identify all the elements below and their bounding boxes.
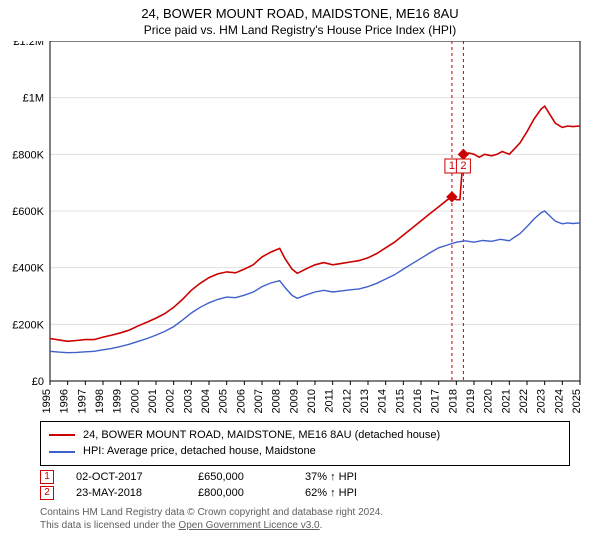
svg-text:1999: 1999 [112,389,124,413]
svg-text:2006: 2006 [235,389,247,413]
svg-text:£200K: £200K [12,319,44,331]
svg-text:2002: 2002 [165,389,177,413]
svg-text:2005: 2005 [218,389,230,413]
sale-row: 2 23-MAY-2018 £800,000 62% ↑ HPI [40,486,570,500]
svg-text:1996: 1996 [59,389,71,413]
sale-marker-num: 1 [44,471,50,482]
sale-marker-box: 2 [40,486,54,500]
svg-text:£600K: £600K [12,206,44,218]
svg-text:2014: 2014 [377,389,389,413]
svg-text:2013: 2013 [359,389,371,413]
footer-text: . [320,520,323,531]
sale-hpi-delta: 62% ↑ HPI [305,487,357,499]
svg-text:£0: £0 [32,376,44,388]
svg-text:2: 2 [460,160,466,172]
svg-text:1997: 1997 [76,389,88,413]
legend-label: 24, BOWER MOUNT ROAD, MAIDSTONE, ME16 8A… [83,427,440,444]
svg-text:2024: 2024 [553,389,565,413]
legend-item: 24, BOWER MOUNT ROAD, MAIDSTONE, ME16 8A… [49,427,561,444]
sale-price: £650,000 [198,471,283,483]
chart-plot: £0 £200K £400K £600K £800K £1M £1.2M 1995 1996 19… [0,41,600,419]
sale-marker-num: 2 [44,487,50,498]
sale-date: 02-OCT-2017 [76,471,176,483]
svg-text:1998: 1998 [94,389,106,413]
svg-text:2017: 2017 [430,389,442,413]
sale-hpi-delta: 37% ↑ HPI [305,471,357,483]
svg-text:2010: 2010 [306,389,318,413]
svg-text:2001: 2001 [147,389,159,413]
chart-container: 24, BOWER MOUNT ROAD, MAIDSTONE, ME16 8A… [0,0,600,560]
svg-text:2025: 2025 [571,389,583,413]
footer: Contains HM Land Registry data © Crown c… [40,506,570,533]
svg-text:2004: 2004 [200,389,212,413]
chart-subtitle: Price paid vs. HM Land Registry's House … [0,23,600,41]
svg-text:£1.2M: £1.2M [13,41,44,48]
svg-text:£400K: £400K [12,263,44,275]
sale-date: 23-MAY-2018 [76,487,176,499]
licence-link[interactable]: Open Government Licence v3.0 [178,520,319,531]
footer-copyright: Contains HM Land Registry data © Crown c… [40,506,570,520]
chart-title: 24, BOWER MOUNT ROAD, MAIDSTONE, ME16 8A… [0,0,600,23]
svg-text:2018: 2018 [447,389,459,413]
legend: 24, BOWER MOUNT ROAD, MAIDSTONE, ME16 8A… [40,421,570,466]
svg-text:2023: 2023 [536,389,548,413]
sale-marker-box: 1 [40,470,54,484]
svg-text:2009: 2009 [288,389,300,413]
legend-swatch [49,434,75,436]
svg-text:£800K: £800K [12,149,44,161]
svg-text:2015: 2015 [394,389,406,413]
svg-text:2007: 2007 [253,389,265,413]
svg-text:2016: 2016 [412,389,424,413]
svg-text:2011: 2011 [324,389,336,413]
legend-label: HPI: Average price, detached house, Maid… [83,443,316,460]
svg-text:2020: 2020 [483,389,495,413]
svg-text:1: 1 [449,160,455,172]
svg-text:2003: 2003 [182,389,194,413]
sale-row: 1 02-OCT-2017 £650,000 37% ↑ HPI [40,470,570,484]
svg-text:1995: 1995 [41,389,53,413]
legend-item: HPI: Average price, detached house, Maid… [49,443,561,460]
svg-text:£1M: £1M [23,93,44,105]
svg-text:2021: 2021 [500,389,512,413]
svg-text:2019: 2019 [465,389,477,413]
svg-text:2022: 2022 [518,389,530,413]
sale-price: £800,000 [198,487,283,499]
legend-swatch [49,451,75,453]
footer-licence: This data is licensed under the Open Gov… [40,519,570,533]
footer-text: This data is licensed under the [40,520,178,531]
svg-text:2012: 2012 [341,389,353,413]
svg-text:2000: 2000 [129,389,141,413]
svg-text:2008: 2008 [271,389,283,413]
